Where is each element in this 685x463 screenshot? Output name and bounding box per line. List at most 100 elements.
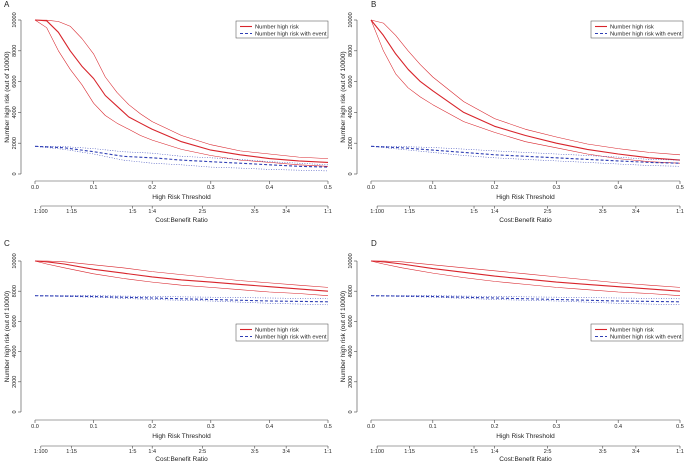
series-line <box>370 260 681 292</box>
ratio-tick-label: 1:1 <box>676 449 684 455</box>
panel-letter: D <box>371 239 377 248</box>
ratio-tick-label: 1:4 <box>148 209 156 215</box>
ratio-tick-label: 3:5 <box>251 449 259 455</box>
ratio-axis-label: Cost:Benefit Ratio <box>499 456 552 463</box>
series-line <box>370 295 681 303</box>
series-line <box>34 295 329 303</box>
ratio-tick-label: 1:100 <box>370 209 384 215</box>
legend-box <box>235 20 329 39</box>
ratio-tick-label: 1:1 <box>324 209 332 215</box>
series-line <box>34 145 329 168</box>
series-line <box>370 19 681 156</box>
y-tick-label: 6000 <box>348 75 354 87</box>
x-tick-label: 0.5 <box>324 185 332 191</box>
x-tick-label: 0.1 <box>90 424 98 430</box>
x-tick-label: 0.4 <box>614 185 622 191</box>
panel-b: B 0 2000 4000 6000 8000 10000 Number high risk … <box>340 0 684 224</box>
y-tick-label: 4000 <box>348 106 354 118</box>
legend-box <box>590 20 684 39</box>
y-tick-label: 2000 <box>12 137 18 149</box>
x-tick-label: 0.3 <box>207 424 215 430</box>
x-tick-label: 0.0 <box>31 424 39 430</box>
y-tick-label: 10000 <box>348 253 354 268</box>
ratio-tick-label: 1:15 <box>66 449 77 455</box>
ratio-tick-label: 1:15 <box>404 209 415 215</box>
legend-entry: Number high risk <box>255 25 299 31</box>
y-tick-label: 0 <box>12 172 18 175</box>
panel-d: D 0 2000 4000 6000 8000 10000 Number high risk … <box>340 239 684 463</box>
y-tick-label: 6000 <box>12 75 18 87</box>
x-axis-label: High Risk Threshold <box>496 194 555 201</box>
x-tick-label: 0.4 <box>614 424 622 430</box>
series-line <box>370 146 681 161</box>
y-axis-label: Number high risk (out of 10000) <box>340 291 347 382</box>
y-tick-label: 10000 <box>12 253 18 268</box>
ratio-tick-label: 3:4 <box>632 209 640 215</box>
ratio-tick-label: 3:5 <box>251 209 259 215</box>
x-tick-label: 0.2 <box>148 424 156 430</box>
x-axis-label: High Risk Threshold <box>152 194 211 201</box>
ratio-tick-label: 1:4 <box>148 449 156 455</box>
y-axis-label: Number high risk (out of 10000) <box>340 51 347 142</box>
x-tick-label: 0.5 <box>676 424 684 430</box>
y-tick-label: 6000 <box>348 315 354 327</box>
series-line <box>34 260 329 292</box>
series-line <box>34 260 329 296</box>
y-axis-label: Number high risk (out of 10000) <box>4 51 11 142</box>
ratio-tick-label: 1:1 <box>676 209 684 215</box>
x-tick-label: 0.5 <box>676 185 684 191</box>
ratio-tick-label: 3:4 <box>282 449 290 455</box>
ratio-tick-label: 3:5 <box>599 449 607 455</box>
x-tick-label: 0.1 <box>429 185 437 191</box>
ratio-tick-label: 1:100 <box>34 209 48 215</box>
y-tick-label: 8000 <box>12 45 18 57</box>
series-line <box>34 146 329 172</box>
ratio-tick-label: 1:5 <box>129 449 137 455</box>
y-tick-label: 0 <box>12 410 18 413</box>
legend-entry: Number high risk <box>610 328 654 334</box>
series-line <box>370 19 681 164</box>
x-tick-label: 0.1 <box>429 424 437 430</box>
y-tick-label: 10000 <box>348 12 354 27</box>
ratio-tick-label: 1:4 <box>491 209 499 215</box>
panel-c: C 0 2000 4000 6000 8000 10000 Number high risk … <box>4 239 332 463</box>
series-line <box>370 260 681 296</box>
panel-letter: C <box>4 239 10 248</box>
series-line <box>370 19 681 161</box>
y-tick-label: 4000 <box>12 106 18 118</box>
ratio-tick-label: 3:5 <box>599 209 607 215</box>
y-tick-label: 8000 <box>348 285 354 297</box>
legend-entry: Number high risk with event <box>255 32 327 38</box>
legend-box <box>590 323 684 342</box>
ratio-tick-label: 2:5 <box>544 449 552 455</box>
ratio-tick-label: 1:5 <box>129 209 137 215</box>
series-line <box>370 145 681 164</box>
ratio-tick-label: 1:1 <box>324 449 332 455</box>
series-line <box>371 260 681 288</box>
panel-a: A 0 2000 4000 6000 8000 10000 Number high risk … <box>4 0 332 224</box>
x-tick-label: 0.4 <box>266 424 274 430</box>
x-tick-label: 0.4 <box>266 185 274 191</box>
ratio-tick-label: 2:5 <box>544 209 552 215</box>
y-tick-label: 10000 <box>12 12 18 27</box>
legend-entry: Number high risk with event <box>255 335 327 341</box>
x-tick-label: 0.2 <box>491 424 499 430</box>
x-tick-label: 0.3 <box>207 185 215 191</box>
legend-entry: Number high risk with event <box>610 32 682 38</box>
y-tick-label: 4000 <box>348 345 354 357</box>
x-tick-label: 0.1 <box>90 185 98 191</box>
series-line <box>34 19 329 167</box>
ratio-tick-label: 1:5 <box>470 209 478 215</box>
ratio-tick-label: 1:4 <box>491 449 499 455</box>
legend-box <box>235 323 329 342</box>
series-line <box>370 146 681 167</box>
series-line <box>35 260 329 288</box>
panel-letter: A <box>4 0 10 9</box>
series-line <box>34 19 329 159</box>
y-tick-label: 0 <box>348 410 354 413</box>
y-tick-label: 8000 <box>12 285 18 297</box>
ratio-tick-label: 1:15 <box>66 209 77 215</box>
